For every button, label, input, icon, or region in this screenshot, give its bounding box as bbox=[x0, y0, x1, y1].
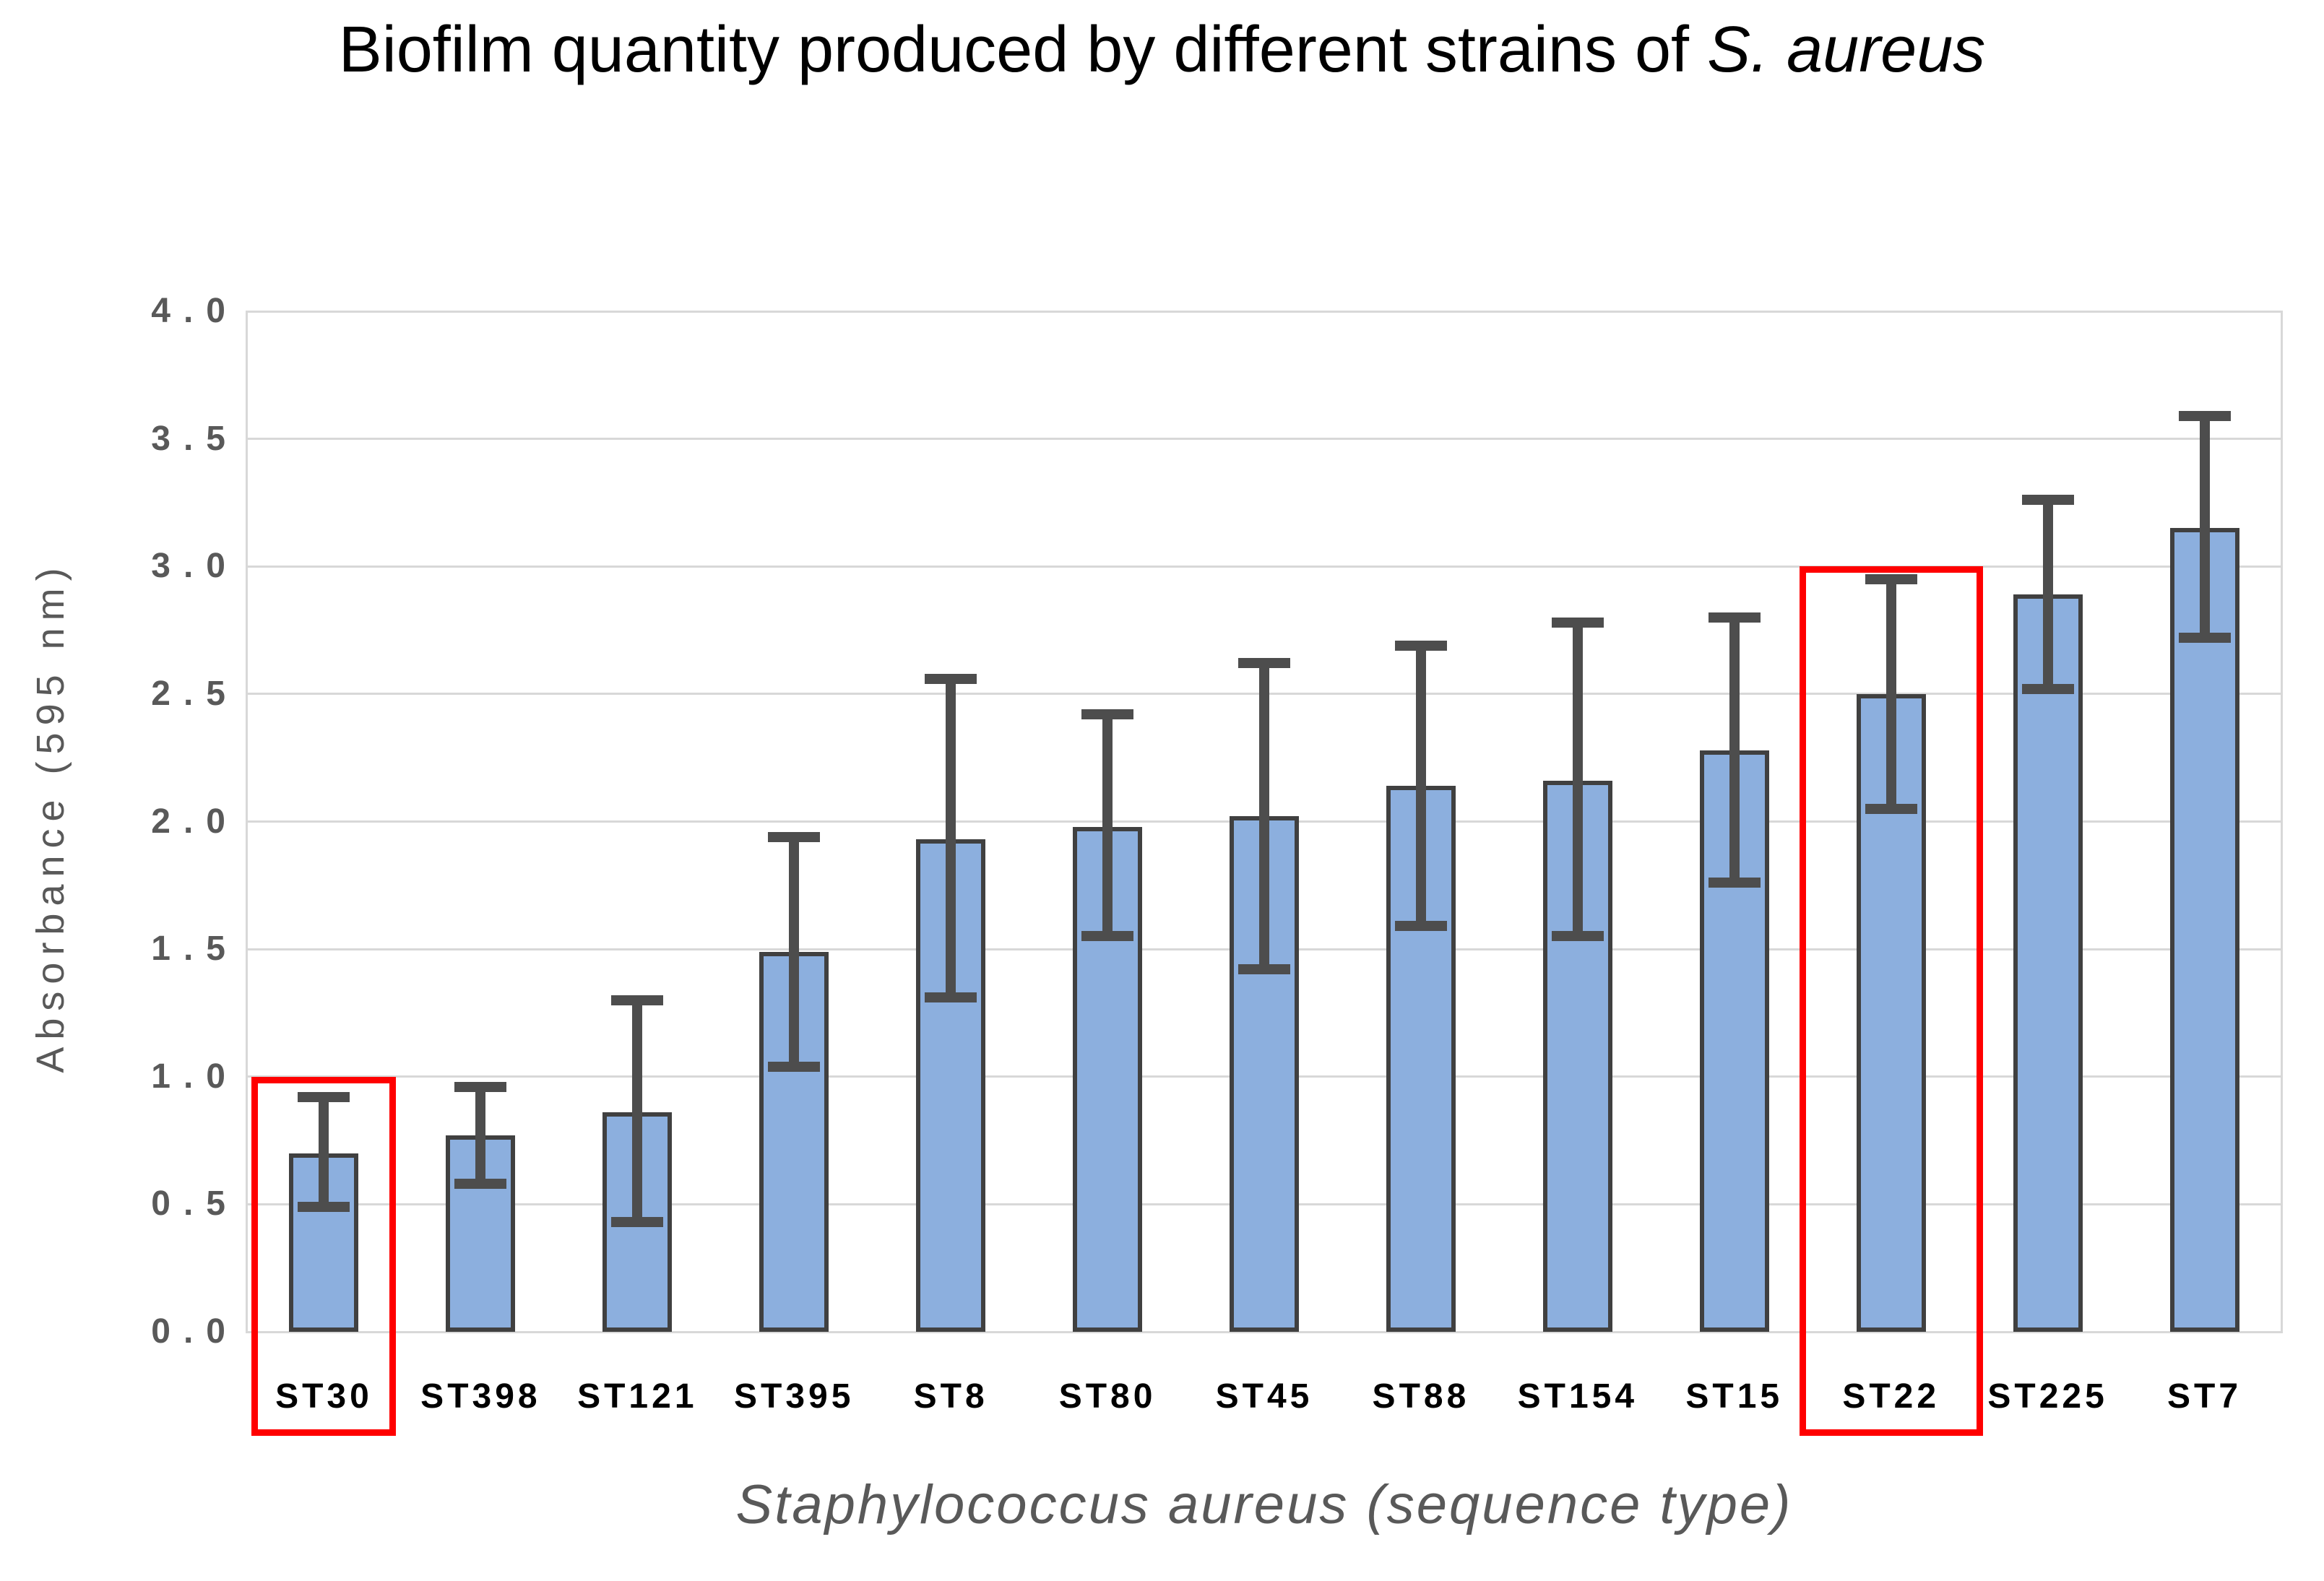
chart-title-regular: Biofilm quantity produced by different s… bbox=[338, 14, 1708, 86]
x-label-ST7: ST7 bbox=[2167, 1377, 2242, 1416]
error-cap-bottom-ST154 bbox=[1551, 931, 1604, 942]
error-cap-top-ST121 bbox=[611, 995, 664, 1005]
error-cap-bottom-ST15 bbox=[1708, 878, 1761, 888]
x-label-ST15: ST15 bbox=[1685, 1377, 1784, 1416]
x-label-ST398: ST398 bbox=[420, 1377, 541, 1416]
x-label-ST225: ST225 bbox=[1987, 1377, 2108, 1416]
x-label-ST395: ST395 bbox=[734, 1377, 855, 1416]
x-label-ST80: ST80 bbox=[1058, 1377, 1157, 1416]
error-bar-ST8 bbox=[946, 678, 956, 998]
error-cap-top-ST398 bbox=[454, 1081, 507, 1092]
plot-left-border bbox=[246, 311, 248, 1332]
y-tick-2.0: 2.0 bbox=[151, 802, 238, 841]
x-label-ST8: ST8 bbox=[913, 1377, 988, 1416]
bar-ST225 bbox=[2013, 594, 2083, 1332]
error-bar-ST154 bbox=[1572, 622, 1583, 937]
error-bar-ST88 bbox=[1415, 645, 1426, 927]
x-axis-title: Staphylococcus aureus (sequence type) bbox=[735, 1474, 1793, 1535]
y-tick-4.0: 4.0 bbox=[151, 292, 238, 330]
error-cap-bottom-ST80 bbox=[1081, 931, 1134, 942]
error-cap-bottom-ST88 bbox=[1394, 921, 1447, 932]
bar-ST7 bbox=[2169, 528, 2239, 1332]
error-cap-top-ST88 bbox=[1394, 640, 1447, 651]
y-tick-1.5: 1.5 bbox=[151, 930, 238, 969]
x-label-ST88: ST88 bbox=[1372, 1377, 1470, 1416]
y-tick-3.0: 3.0 bbox=[151, 547, 238, 586]
plot-right-border bbox=[2281, 311, 2283, 1332]
error-cap-top-ST154 bbox=[1551, 617, 1604, 628]
bar-ST30 bbox=[289, 1153, 359, 1332]
chart-title-italic: S. aureus bbox=[1707, 14, 1986, 86]
error-bar-ST45 bbox=[1259, 663, 1269, 970]
x-label-ST121: ST121 bbox=[577, 1377, 698, 1416]
error-bar-ST7 bbox=[2199, 415, 2210, 638]
highlight-box-ST22 bbox=[1799, 566, 1983, 1436]
error-cap-bottom-ST395 bbox=[768, 1061, 821, 1072]
gridline-0.0 bbox=[246, 1330, 2283, 1333]
error-cap-top-ST45 bbox=[1238, 658, 1290, 669]
y-tick-1.0: 1.0 bbox=[151, 1057, 238, 1096]
error-bar-ST398 bbox=[475, 1086, 486, 1184]
bar-ST45 bbox=[1230, 816, 1299, 1332]
error-cap-top-ST15 bbox=[1708, 612, 1761, 623]
error-cap-top-ST22 bbox=[1865, 573, 1917, 584]
error-cap-bottom-ST121 bbox=[611, 1217, 664, 1228]
error-cap-bottom-ST8 bbox=[925, 992, 977, 1003]
error-bar-ST15 bbox=[1729, 617, 1740, 883]
error-cap-top-ST7 bbox=[2178, 410, 2231, 421]
gridline-4.0 bbox=[246, 310, 2283, 313]
error-bar-ST30 bbox=[319, 1097, 329, 1207]
error-bar-ST225 bbox=[2042, 500, 2053, 689]
error-bar-ST395 bbox=[789, 836, 800, 1067]
x-label-ST30: ST30 bbox=[275, 1377, 373, 1416]
error-cap-top-ST225 bbox=[2021, 495, 2074, 506]
x-label-ST45: ST45 bbox=[1215, 1377, 1313, 1416]
error-bar-ST22 bbox=[1885, 579, 1896, 809]
error-cap-bottom-ST45 bbox=[1238, 964, 1290, 975]
error-bar-ST121 bbox=[632, 1000, 643, 1223]
error-cap-bottom-ST225 bbox=[2021, 683, 2074, 694]
y-tick-0.0: 0.0 bbox=[151, 1312, 238, 1351]
error-cap-bottom-ST30 bbox=[298, 1201, 350, 1212]
chart-title: Biofilm quantity produced by different s… bbox=[0, 13, 2324, 87]
y-tick-3.5: 3.5 bbox=[151, 419, 238, 458]
x-label-ST154: ST154 bbox=[1517, 1377, 1638, 1416]
error-cap-bottom-ST398 bbox=[454, 1179, 507, 1190]
x-label-ST22: ST22 bbox=[1842, 1377, 1940, 1416]
error-cap-bottom-ST7 bbox=[2178, 633, 2231, 644]
y-tick-2.5: 2.5 bbox=[151, 674, 238, 713]
error-cap-top-ST80 bbox=[1081, 709, 1134, 720]
error-bar-ST80 bbox=[1102, 714, 1113, 937]
y-tick-0.5: 0.5 bbox=[151, 1184, 238, 1223]
error-cap-top-ST395 bbox=[768, 831, 821, 842]
gridline-3.5 bbox=[246, 438, 2283, 441]
error-cap-bottom-ST22 bbox=[1865, 803, 1917, 814]
highlight-box-ST30 bbox=[251, 1076, 397, 1436]
bar-ST8 bbox=[916, 839, 986, 1332]
bar-ST22 bbox=[1856, 693, 1926, 1332]
error-cap-top-ST30 bbox=[298, 1092, 350, 1102]
error-cap-top-ST8 bbox=[925, 673, 977, 684]
gridline-3.0 bbox=[246, 565, 2283, 568]
